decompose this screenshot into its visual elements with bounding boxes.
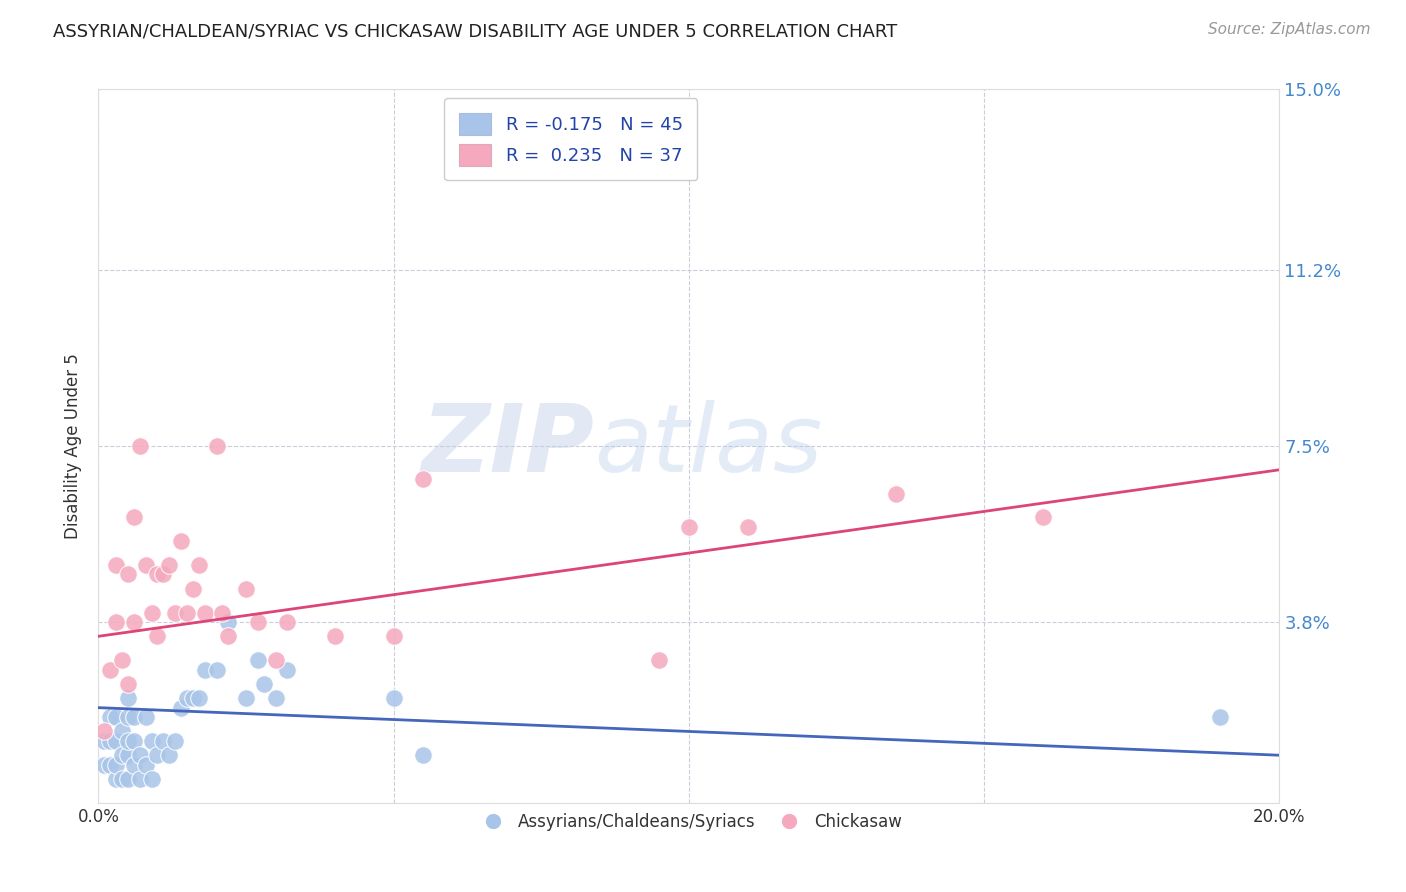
Point bbox=[170, 700, 193, 714]
Point bbox=[117, 710, 139, 724]
Point bbox=[93, 757, 115, 772]
Point bbox=[648, 653, 671, 667]
Point bbox=[122, 510, 145, 524]
Point bbox=[135, 710, 157, 724]
Point bbox=[1032, 510, 1054, 524]
Legend: Assyrians/Chaldeans/Syriacs, Chickasaw: Assyrians/Chaldeans/Syriacs, Chickasaw bbox=[470, 806, 908, 838]
Point bbox=[165, 606, 187, 620]
Point bbox=[187, 691, 209, 706]
Text: atlas: atlas bbox=[595, 401, 823, 491]
Point bbox=[194, 663, 217, 677]
Point bbox=[141, 606, 163, 620]
Point bbox=[246, 653, 269, 667]
Point bbox=[1209, 710, 1232, 724]
Point bbox=[117, 772, 139, 786]
Y-axis label: Disability Age Under 5: Disability Age Under 5 bbox=[65, 353, 83, 539]
Point bbox=[235, 582, 257, 596]
Point bbox=[122, 615, 145, 629]
Point bbox=[264, 691, 287, 706]
Point bbox=[157, 748, 180, 763]
Point bbox=[211, 606, 233, 620]
Point bbox=[176, 606, 198, 620]
Point bbox=[253, 677, 276, 691]
Point bbox=[382, 629, 405, 643]
Point bbox=[152, 567, 174, 582]
Point bbox=[246, 615, 269, 629]
Point bbox=[128, 439, 150, 453]
Point bbox=[181, 582, 204, 596]
Point bbox=[117, 567, 139, 582]
Point bbox=[187, 558, 209, 572]
Point bbox=[146, 748, 169, 763]
Point bbox=[737, 520, 759, 534]
Point bbox=[135, 558, 157, 572]
Point bbox=[117, 691, 139, 706]
Point bbox=[146, 567, 169, 582]
Point bbox=[181, 691, 204, 706]
Point bbox=[678, 520, 700, 534]
Point bbox=[146, 629, 169, 643]
Point bbox=[105, 757, 128, 772]
Point bbox=[141, 734, 163, 748]
Point bbox=[170, 534, 193, 549]
Point bbox=[98, 757, 121, 772]
Text: ZIP: ZIP bbox=[422, 400, 595, 492]
Point bbox=[122, 710, 145, 724]
Point bbox=[217, 629, 239, 643]
Point bbox=[98, 734, 121, 748]
Point bbox=[205, 439, 228, 453]
Point bbox=[105, 734, 128, 748]
Point bbox=[884, 486, 907, 500]
Point bbox=[117, 677, 139, 691]
Point bbox=[128, 748, 150, 763]
Point bbox=[111, 772, 134, 786]
Point bbox=[111, 653, 134, 667]
Point bbox=[157, 558, 180, 572]
Point bbox=[141, 772, 163, 786]
Point bbox=[264, 653, 287, 667]
Point bbox=[105, 772, 128, 786]
Text: ASSYRIAN/CHALDEAN/SYRIAC VS CHICKASAW DISABILITY AGE UNDER 5 CORRELATION CHART: ASSYRIAN/CHALDEAN/SYRIAC VS CHICKASAW DI… bbox=[53, 22, 897, 40]
Point bbox=[194, 606, 217, 620]
Point bbox=[165, 734, 187, 748]
Point bbox=[382, 691, 405, 706]
Point bbox=[176, 691, 198, 706]
Point bbox=[122, 734, 145, 748]
Point bbox=[105, 710, 128, 724]
Point bbox=[111, 724, 134, 739]
Point bbox=[276, 615, 298, 629]
Point bbox=[111, 748, 134, 763]
Point bbox=[105, 615, 128, 629]
Point bbox=[117, 734, 139, 748]
Point bbox=[323, 629, 346, 643]
Point bbox=[98, 710, 121, 724]
Point bbox=[205, 663, 228, 677]
Point bbox=[98, 663, 121, 677]
Point bbox=[217, 615, 239, 629]
Point bbox=[122, 757, 145, 772]
Point bbox=[276, 663, 298, 677]
Point bbox=[128, 772, 150, 786]
Point bbox=[117, 748, 139, 763]
Point bbox=[152, 734, 174, 748]
Point bbox=[412, 472, 434, 486]
Point bbox=[235, 691, 257, 706]
Point bbox=[93, 734, 115, 748]
Point bbox=[93, 724, 115, 739]
Text: Source: ZipAtlas.com: Source: ZipAtlas.com bbox=[1208, 22, 1371, 37]
Point bbox=[412, 748, 434, 763]
Point bbox=[105, 558, 128, 572]
Point bbox=[135, 757, 157, 772]
